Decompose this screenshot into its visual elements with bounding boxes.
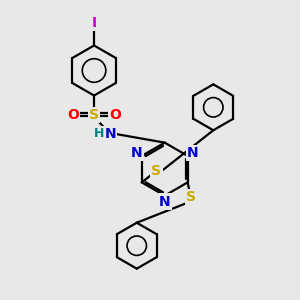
Text: O: O	[67, 108, 79, 122]
Text: S: S	[186, 190, 196, 204]
Text: N: N	[131, 146, 142, 160]
Text: N: N	[187, 146, 199, 160]
Text: H: H	[94, 127, 104, 140]
Text: N: N	[159, 194, 170, 208]
Text: I: I	[92, 16, 97, 30]
Text: S: S	[152, 164, 161, 178]
Text: N: N	[104, 127, 116, 141]
Text: O: O	[109, 108, 121, 122]
Text: S: S	[89, 108, 99, 122]
